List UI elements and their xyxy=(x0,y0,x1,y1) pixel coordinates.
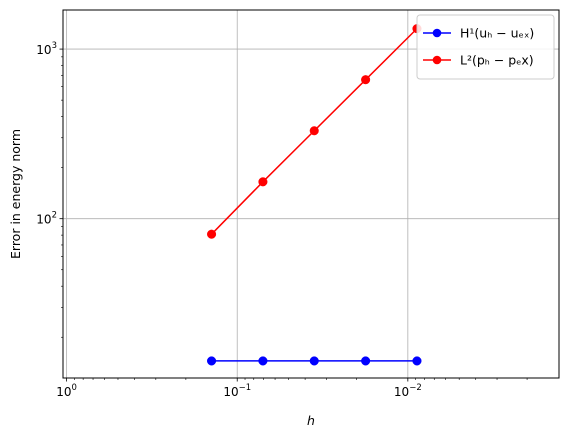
x-tick-label: 10−1 xyxy=(223,383,251,399)
y-tick-label: 103 xyxy=(36,41,57,57)
data-point xyxy=(258,356,268,366)
series-layer xyxy=(207,24,422,366)
plot-frame xyxy=(62,9,560,379)
data-point xyxy=(309,126,319,136)
x-tick-label: 10−2 xyxy=(394,383,422,399)
legend-marker xyxy=(432,28,442,38)
legend-items: H¹(uₕ − uₑₓ) L²(pₕ − pₑx) xyxy=(423,26,534,68)
y-tick-label: 102 xyxy=(36,211,57,227)
x-axis-label: h xyxy=(307,413,315,428)
legend-item-1: L²(pₕ − pₑx) xyxy=(423,53,534,68)
legend-marker xyxy=(432,55,442,65)
data-point xyxy=(361,356,371,366)
series-1 xyxy=(207,24,422,239)
grid-lines xyxy=(63,10,559,378)
x-tick-label: 100 xyxy=(56,383,77,399)
series-0 xyxy=(207,356,422,366)
data-point xyxy=(207,356,217,366)
data-point xyxy=(412,356,422,366)
legend-label: H¹(uₕ − uₑₓ) xyxy=(460,26,534,41)
y-axis-label: Error in energy norm xyxy=(8,129,23,259)
legend-item-0: H¹(uₕ − uₑₓ) xyxy=(423,26,534,41)
data-point xyxy=(207,229,217,239)
tick-labels: 100 10−1 10−2 102 103 xyxy=(36,41,421,399)
data-point xyxy=(309,356,319,366)
data-point xyxy=(258,177,268,187)
legend-label: L²(pₕ − pₑx) xyxy=(460,53,534,68)
data-point xyxy=(361,75,371,85)
major-ticks xyxy=(59,48,409,382)
legend: H¹(uₕ − uₑₓ) L²(pₕ − pₑx) xyxy=(416,14,555,80)
legend-box xyxy=(416,14,555,80)
